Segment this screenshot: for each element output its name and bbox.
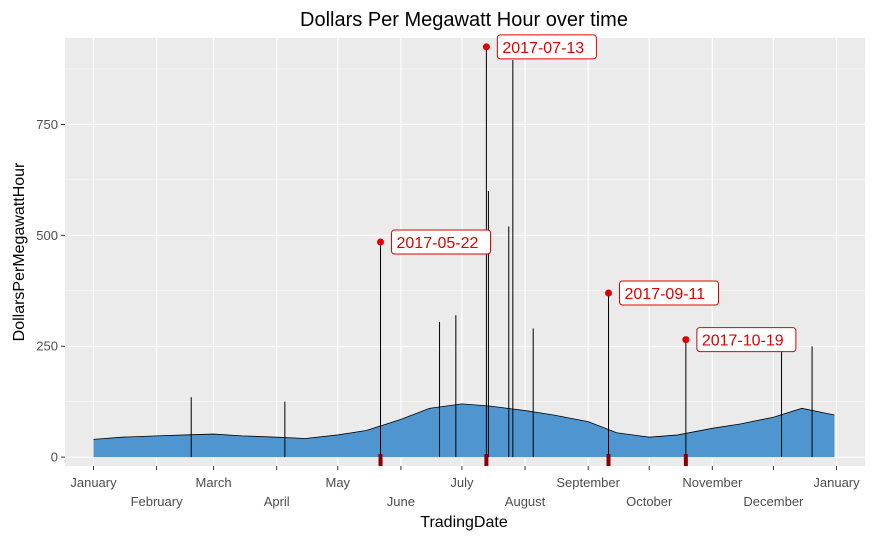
annotation-point-2 xyxy=(605,289,613,297)
annotation-box-1 xyxy=(496,34,597,60)
y-tick-label-2: 500 xyxy=(36,228,58,243)
x-tick-label-upper-2: May xyxy=(325,475,350,490)
annotation-box-2 xyxy=(619,280,720,306)
annotation-label-3: 2017-10-19 xyxy=(702,333,784,350)
rug-mark-1 xyxy=(484,454,489,466)
series-area xyxy=(93,403,835,458)
rug-mark-3 xyxy=(683,454,688,466)
y-tick-label-3: 750 xyxy=(36,117,58,132)
x-tick-label-upper-1: March xyxy=(196,475,232,490)
x-tick-label-upper-0: January xyxy=(70,475,117,490)
rug-mark-2 xyxy=(606,454,611,466)
annotation-label-2: 2017-09-11 xyxy=(625,286,706,303)
x-tick-label-lower-0: February xyxy=(131,494,184,509)
x-tick-label-upper-4: September xyxy=(556,475,620,490)
x-tick-label-upper-3: July xyxy=(450,475,474,490)
x-tick-label-upper-5: November xyxy=(682,475,743,490)
rug-marks xyxy=(378,454,688,466)
annotation-label-1: 2017-07-13 xyxy=(502,40,584,57)
x-axis: January March May July September November Janu… xyxy=(70,466,860,509)
x-tick-label-lower-1: April xyxy=(264,494,290,509)
data-area xyxy=(93,403,835,458)
annotation-label-0: 2017-05-22 xyxy=(397,235,479,252)
y-tick-label-1: 250 xyxy=(36,339,58,354)
y-tick-label-0: 0 xyxy=(51,450,58,465)
x-tick-label-lower-5: December xyxy=(743,494,804,509)
annotation-point-3 xyxy=(682,336,690,344)
x-tick-label-lower-3: August xyxy=(505,494,546,509)
y-axis: 0 250 500 750 xyxy=(36,117,65,465)
y-axis-title: DollarsPerMegawattHour xyxy=(11,162,28,341)
x-tick-label-lower-2: June xyxy=(387,494,415,509)
annotation-point-0 xyxy=(377,238,385,246)
annotation-point-1 xyxy=(482,43,490,51)
series-line xyxy=(93,403,835,440)
annotations: 2017-05-22 2017-07-13 2017-09-11 2017-10-19 xyxy=(377,34,797,353)
data-spikes xyxy=(190,46,813,458)
annotation-box-3 xyxy=(696,327,797,353)
rug-mark-0 xyxy=(378,454,383,466)
x-tick-label-upper-6: January xyxy=(813,475,860,490)
chart-title: Dollars Per Megawatt Hour over time xyxy=(300,9,628,31)
annotation-box-0 xyxy=(391,229,492,255)
x-axis-title: TradingDate xyxy=(420,514,508,531)
x-tick-label-lower-4: October xyxy=(626,494,673,509)
